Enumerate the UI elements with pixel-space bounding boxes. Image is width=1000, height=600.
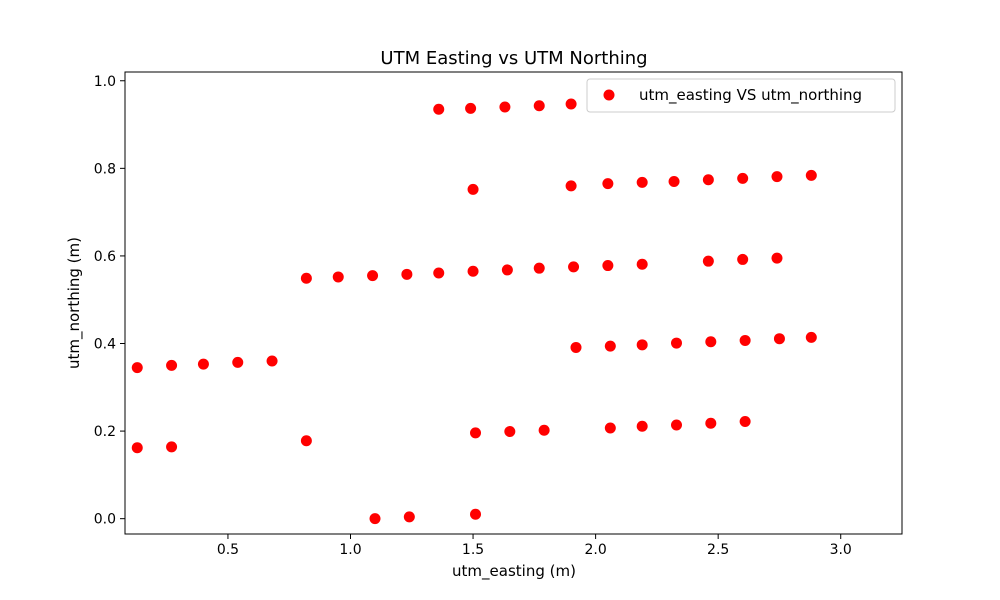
y-tick-label: 0.4 <box>94 337 116 353</box>
data-point <box>771 171 783 183</box>
data-point <box>565 98 577 110</box>
data-point <box>702 174 714 186</box>
data-point <box>367 270 379 282</box>
data-point <box>805 169 817 181</box>
data-point <box>739 415 751 427</box>
data-point <box>403 511 415 523</box>
data-point <box>533 100 545 112</box>
data-point <box>470 508 482 520</box>
data-point <box>369 513 381 525</box>
data-point <box>433 103 445 115</box>
data-point <box>636 339 648 351</box>
data-point <box>737 253 749 265</box>
data-point <box>565 180 577 192</box>
x-tick-label: 1.0 <box>339 542 361 558</box>
y-tick-label: 0.6 <box>94 249 116 265</box>
data-point <box>668 175 680 187</box>
data-point <box>501 264 513 276</box>
data-point <box>702 255 714 267</box>
legend-marker <box>603 89 615 101</box>
y-axis-label: utm_northing (m) <box>65 237 84 369</box>
y-tick-label: 1.0 <box>94 74 116 90</box>
data-point <box>739 334 751 346</box>
y-tick-label: 0.0 <box>94 512 116 528</box>
x-axis-ticks: 0.5 1.0 1.5 2.0 2.5 3.0 <box>217 534 852 558</box>
data-point <box>570 341 582 353</box>
data-point <box>131 442 143 454</box>
data-point <box>332 271 344 283</box>
data-point <box>538 424 550 436</box>
data-point <box>401 268 413 280</box>
data-point <box>166 441 178 453</box>
y-tick-label: 0.2 <box>94 424 116 440</box>
x-tick-label: 1.5 <box>462 542 484 558</box>
x-tick-label: 2.5 <box>707 542 729 558</box>
data-points <box>131 98 817 525</box>
data-point <box>773 333 785 345</box>
y-tick-label: 0.8 <box>94 161 116 177</box>
x-tick-label: 3.0 <box>830 542 852 558</box>
data-point <box>467 183 479 195</box>
data-point <box>433 267 445 279</box>
data-point <box>499 101 511 113</box>
data-point <box>300 435 312 447</box>
data-point <box>604 340 616 352</box>
data-point <box>465 102 477 114</box>
data-point <box>602 178 614 190</box>
data-point <box>266 355 278 367</box>
data-point <box>636 258 648 270</box>
data-point <box>636 420 648 432</box>
data-point <box>568 261 580 273</box>
data-point <box>467 265 479 277</box>
data-point <box>771 252 783 264</box>
data-point <box>705 417 717 429</box>
data-point <box>470 427 482 439</box>
data-point <box>131 362 143 374</box>
chart-title: UTM Easting vs UTM Northing <box>380 48 647 69</box>
data-point <box>670 419 682 431</box>
data-point <box>670 337 682 349</box>
x-tick-label: 0.5 <box>217 542 239 558</box>
data-point <box>504 426 516 438</box>
data-point <box>197 358 209 370</box>
data-point <box>602 260 614 272</box>
data-point <box>604 422 616 434</box>
x-tick-label: 2.0 <box>584 542 606 558</box>
data-point <box>232 356 244 368</box>
data-point <box>705 336 717 348</box>
y-axis-ticks: 0.0 0.2 0.4 0.6 0.8 1.0 <box>94 74 125 528</box>
legend-box <box>586 78 896 113</box>
data-point <box>166 359 178 371</box>
legend-label: utm_easting VS utm_northing <box>639 86 862 105</box>
legend: utm_easting VS utm_northing <box>586 78 896 113</box>
data-point <box>737 172 749 184</box>
data-point <box>533 262 545 274</box>
data-point <box>300 272 312 284</box>
x-axis-label: utm_easting (m) <box>452 562 576 581</box>
data-point <box>636 176 648 188</box>
plot-area-frame <box>124 71 903 535</box>
data-point <box>805 331 817 343</box>
